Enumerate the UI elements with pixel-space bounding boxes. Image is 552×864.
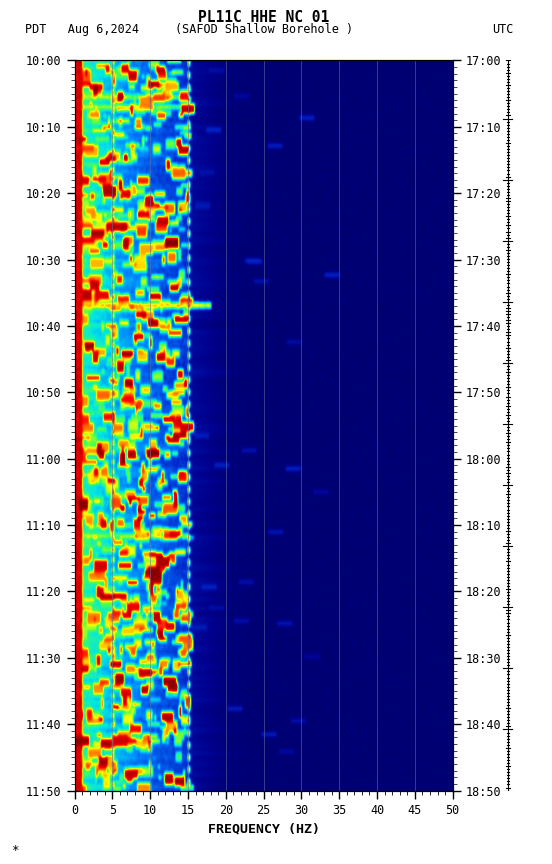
Text: PDT   Aug 6,2024: PDT Aug 6,2024 <box>25 23 139 36</box>
X-axis label: FREQUENCY (HZ): FREQUENCY (HZ) <box>208 823 320 835</box>
Text: (SAFOD Shallow Borehole ): (SAFOD Shallow Borehole ) <box>175 23 353 36</box>
Text: PL11C HHE NC 01: PL11C HHE NC 01 <box>198 10 330 25</box>
Text: *: * <box>11 843 19 856</box>
Text: UTC: UTC <box>492 23 513 36</box>
